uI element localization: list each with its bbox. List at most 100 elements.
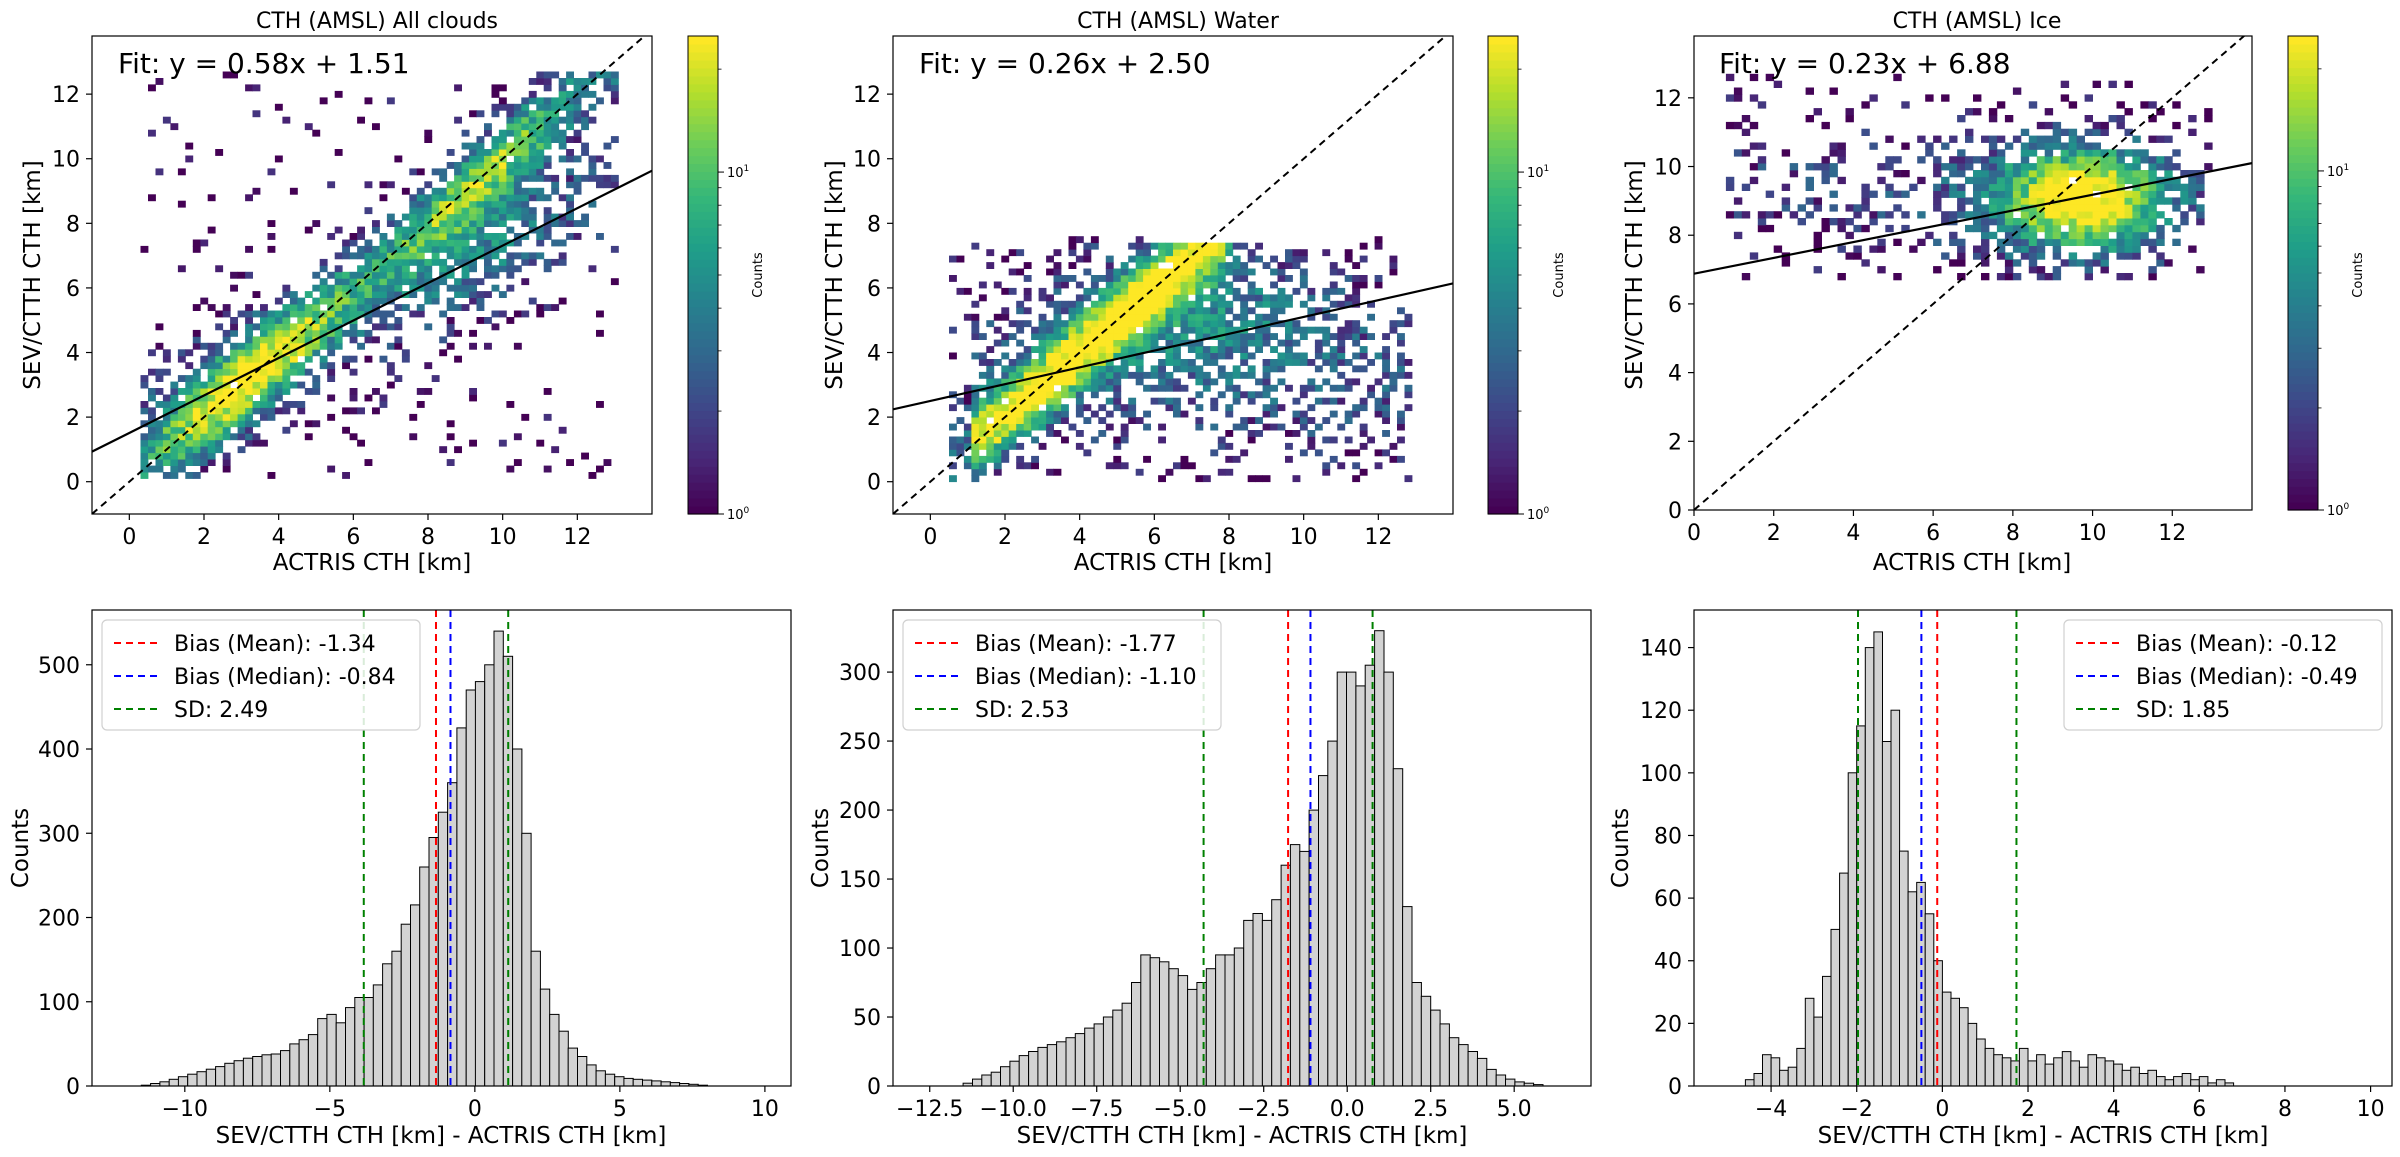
heatmap-cell [177, 446, 186, 454]
heatmap-cell [2012, 87, 2022, 95]
heatmap-cell [956, 442, 965, 450]
colorbar-segment [2288, 91, 2318, 100]
heatmap-cell [1202, 346, 1211, 353]
heatmap-cell [2068, 259, 2078, 267]
heatmap-cell [245, 413, 253, 421]
heatmap-cell [521, 110, 530, 118]
heatmap-cell [1128, 313, 1137, 321]
heatmap-cell [993, 397, 1002, 405]
heatmap-cell [357, 233, 365, 240]
heatmap-cell [1150, 339, 1159, 347]
heatmap-cell [416, 233, 425, 240]
heatmap-cell [379, 194, 388, 202]
heatmap-cell [1981, 176, 1990, 185]
heatmap-cell [1135, 371, 1144, 379]
heatmap-cell [1031, 378, 1039, 386]
heatmap-cell [1933, 266, 1942, 274]
x-tick-label: 6 [346, 525, 360, 550]
heatmap-cell [1988, 156, 1998, 164]
heatmap-cell [409, 220, 418, 227]
heatmap-cell [1885, 163, 1894, 171]
heatmap-cell [237, 426, 246, 434]
heatmap-cell [1031, 391, 1039, 399]
heatmap-cell [1957, 204, 1966, 212]
heatmap-cell [2124, 245, 2133, 253]
heatmap-cell [454, 168, 462, 176]
heatmap-cell [2036, 238, 2046, 246]
heatmap-cell [245, 336, 253, 344]
heatmap-cell [2108, 190, 2117, 198]
heatmap-cell [2068, 135, 2078, 143]
heatmap-cell [2140, 204, 2149, 212]
heatmap-cell [289, 310, 298, 318]
heatmap-cell [1247, 371, 1256, 379]
heatmap-cell [1374, 378, 1383, 386]
heatmap-cell [245, 439, 253, 447]
heatmap-cell [506, 265, 515, 273]
heatmap-cell [2060, 183, 2070, 191]
heatmap-cell [394, 245, 403, 253]
heatmap-cell [2148, 204, 2157, 212]
heatmap-cell [312, 342, 321, 350]
x-tick-label: 2 [998, 525, 1012, 550]
heatmap-cell [1135, 287, 1144, 295]
heatmap-cell [252, 349, 261, 357]
heatmap-cell [1217, 313, 1226, 321]
heatmap-cell [461, 278, 470, 286]
histogram-bar [354, 997, 365, 1087]
heatmap-cell [1749, 142, 1759, 150]
heatmap-cell [1225, 268, 1234, 276]
heatmap-cell [2180, 190, 2189, 198]
heatmap-cell [439, 187, 448, 195]
histogram-bar [363, 997, 374, 1087]
heatmap-cell [342, 284, 350, 292]
heatmap-cell [185, 439, 194, 447]
scatter-all-xlabel: ACTRIS CTH [km] [273, 550, 472, 576]
heatmap-cell [513, 459, 522, 466]
colorbar-segment [2288, 51, 2318, 61]
heatmap-cell [1202, 313, 1211, 321]
heatmap-cell [1120, 333, 1129, 340]
heatmap-cell [394, 233, 403, 240]
heatmap-cell [1075, 352, 1084, 360]
colorbar-segment [2288, 486, 2318, 495]
heatmap-cell [1120, 268, 1129, 276]
heatmap-cell [963, 436, 972, 444]
heatmap-cell [1061, 417, 1069, 424]
heatmap-cell [379, 271, 388, 279]
histogram-bar [1796, 1047, 1806, 1087]
heatmap-cell [1150, 326, 1159, 334]
heatmap-cell [424, 233, 433, 240]
heatmap-cell [2116, 197, 2125, 205]
histogram-bar [651, 1080, 662, 1087]
heatmap-cell [2036, 121, 2046, 130]
heatmap-cell [581, 90, 589, 98]
histogram-bar [1355, 685, 1366, 1087]
heatmap-cell [1917, 156, 1926, 164]
histogram-bar [632, 1078, 644, 1087]
heatmap-cell [304, 323, 313, 331]
heatmap-cell [446, 207, 455, 215]
heatmap-cell [528, 207, 537, 215]
heatmap-cell [170, 123, 179, 131]
heatmap-cell [222, 362, 231, 370]
heatmap-cell [148, 439, 156, 447]
heatmap-cell [260, 323, 268, 331]
heatmap-cell [282, 368, 291, 376]
colorbar-segment [2288, 107, 2318, 116]
heatmap-cell [1322, 339, 1331, 347]
histogram-bar [972, 1078, 983, 1087]
heatmap-cell [1135, 417, 1144, 424]
heatmap-cell [993, 468, 1002, 476]
heatmap-cell [446, 194, 455, 202]
heatmap-cell [312, 310, 321, 318]
heatmap-cell [1053, 339, 1062, 347]
heatmap-cell [1725, 94, 1735, 102]
heatmap-cell [1973, 156, 1982, 164]
heatmap-cell [1053, 468, 1062, 476]
heatmap-cell [342, 252, 350, 260]
heatmap-cell [2196, 183, 2205, 191]
heatmap-cell [1996, 176, 2006, 185]
heatmap-cell [1098, 346, 1107, 353]
